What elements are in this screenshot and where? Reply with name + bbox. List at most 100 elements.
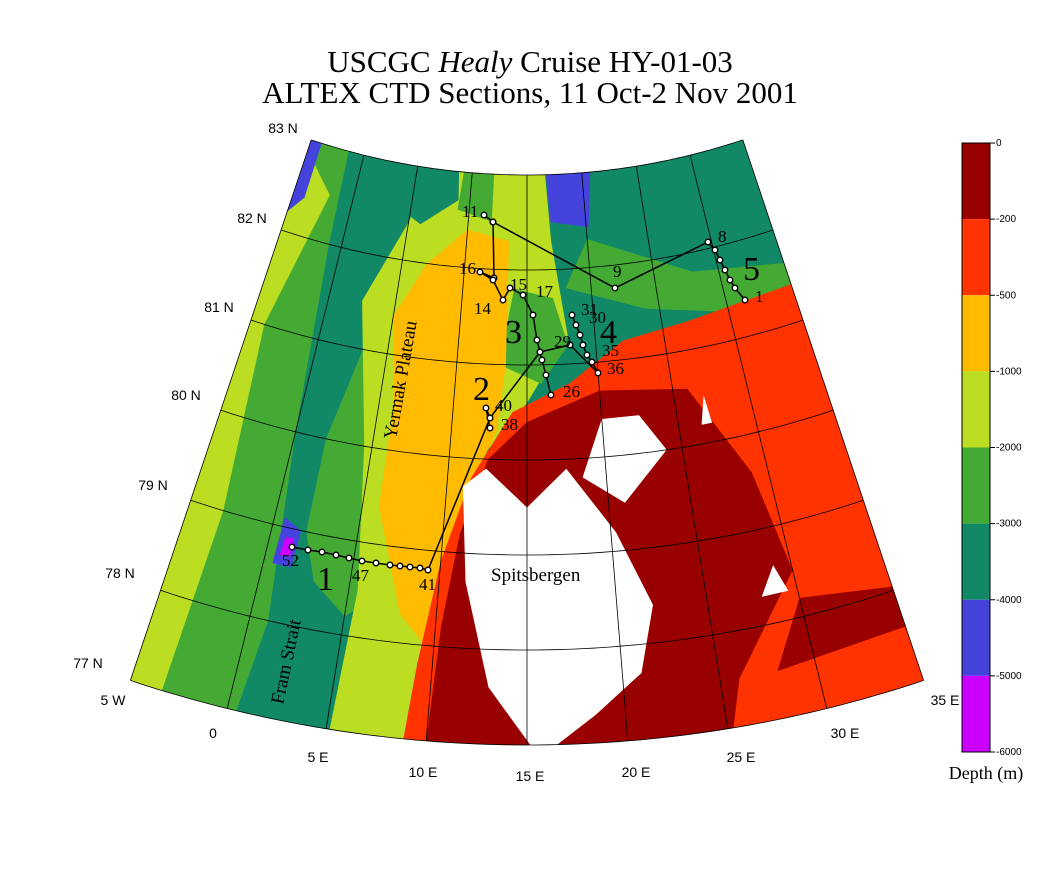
colorbar-label: -4000 xyxy=(996,595,1022,606)
station xyxy=(536,348,544,356)
section-label: 4 xyxy=(600,314,617,351)
section-label: 2 xyxy=(473,371,490,408)
station xyxy=(396,562,404,570)
station-label: 16 xyxy=(459,259,476,278)
station xyxy=(547,391,555,399)
land xyxy=(582,415,667,503)
station-label: 17 xyxy=(536,282,554,301)
colorbar-label: -500 xyxy=(996,290,1016,301)
colorbar-swatch xyxy=(962,599,990,676)
colorbar-swatch xyxy=(962,523,990,600)
station-label: 31 xyxy=(581,300,598,319)
colorbar-swatch xyxy=(962,295,990,372)
longitude-label: 15 E xyxy=(516,768,545,784)
station-label: 38 xyxy=(501,415,518,434)
graticule-lon xyxy=(635,166,729,729)
colorbar-label: -3000 xyxy=(996,519,1022,530)
station xyxy=(726,276,734,284)
station xyxy=(506,284,514,292)
longitude-label: 5 E xyxy=(307,749,328,765)
station-label: 36 xyxy=(607,359,624,378)
station xyxy=(386,561,394,569)
station xyxy=(529,311,537,319)
graticule-lon xyxy=(742,139,924,681)
station xyxy=(741,296,749,304)
latitude-label: 78 N xyxy=(105,565,135,581)
station-label: 30 xyxy=(589,308,606,327)
station-label: 47 xyxy=(352,566,370,585)
latitude-label: 82 N xyxy=(237,210,267,226)
graticule-lon xyxy=(226,155,365,709)
station xyxy=(731,284,739,292)
station xyxy=(611,284,619,292)
station-label: 26 xyxy=(563,382,580,401)
latitude-label: 77 N xyxy=(73,655,103,671)
station xyxy=(372,559,380,567)
station xyxy=(538,356,546,364)
section-label: 3 xyxy=(505,314,522,351)
longitude-label: 0 xyxy=(209,725,217,741)
depth-zone xyxy=(777,584,924,672)
colorbar-title: Depth (m) xyxy=(949,763,1023,784)
longitude-label: 20 E xyxy=(622,764,651,780)
station xyxy=(566,341,574,349)
station xyxy=(424,566,432,574)
station xyxy=(579,341,587,349)
station xyxy=(416,564,424,572)
station xyxy=(519,291,527,299)
title-line-1: USCGC Healy Cruise HY-01-03 xyxy=(327,44,733,79)
station-label: 8 xyxy=(718,227,727,246)
station xyxy=(304,546,312,554)
station xyxy=(721,266,729,274)
station-label: 29 xyxy=(554,332,571,351)
colorbar-label: -200 xyxy=(996,214,1016,225)
title-italic: Healy xyxy=(437,44,512,79)
colorbar-swatch xyxy=(962,447,990,524)
station-label: 52 xyxy=(282,551,299,570)
depth-zone xyxy=(588,139,801,291)
colorbar-label: -6000 xyxy=(996,747,1022,758)
station xyxy=(594,369,602,377)
station xyxy=(576,331,584,339)
land xyxy=(701,395,713,425)
land xyxy=(761,565,789,597)
longitude-label: 30 E xyxy=(831,725,860,741)
latitude-label: 81 N xyxy=(204,299,234,315)
longitude-label: 10 E xyxy=(409,764,438,780)
colorbar-label: -5000 xyxy=(996,671,1022,682)
station xyxy=(406,563,414,571)
station xyxy=(345,554,353,562)
station-label: 41 xyxy=(419,575,436,594)
colorbar-swatch xyxy=(962,219,990,296)
title-line-2: ALTEX CTD Sections, 11 Oct-2 Nov 2001 xyxy=(262,75,798,110)
station-label: 15 xyxy=(510,275,527,294)
station-label: 11 xyxy=(462,202,478,221)
place-label: Spitsbergen xyxy=(491,565,581,586)
station xyxy=(542,371,550,379)
station xyxy=(489,276,497,284)
station-label: 14 xyxy=(474,299,492,318)
station xyxy=(489,218,497,226)
station xyxy=(288,543,296,551)
title-prefix: USCGC xyxy=(327,44,430,79)
station xyxy=(583,351,591,359)
graticule-lon xyxy=(325,166,419,729)
station xyxy=(568,311,576,319)
station xyxy=(704,238,712,246)
station xyxy=(588,358,596,366)
depth-zone xyxy=(565,239,807,312)
depth-zone xyxy=(498,288,569,384)
station xyxy=(318,548,326,556)
station-label: 40 xyxy=(495,396,512,415)
graticule-lon xyxy=(425,172,473,741)
station-label: 35 xyxy=(602,341,619,360)
depth-zone xyxy=(379,229,509,646)
station xyxy=(533,336,541,344)
station xyxy=(480,211,488,219)
longitude-label: 25 E xyxy=(727,749,756,765)
section-label: 5 xyxy=(743,251,760,288)
station xyxy=(716,256,724,264)
station-label: 1 xyxy=(755,287,764,306)
cruise-track xyxy=(489,351,541,419)
